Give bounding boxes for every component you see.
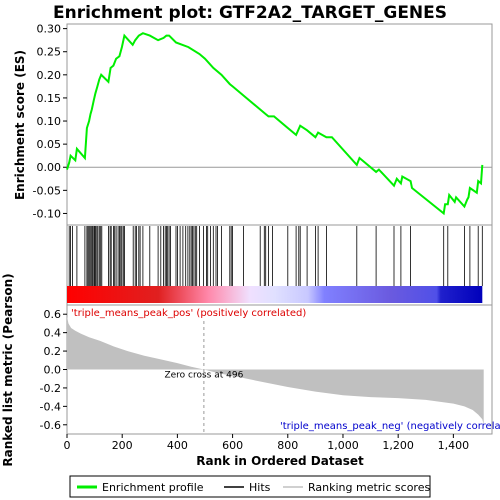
hit-markers	[68, 226, 483, 286]
es-y-tick-label: 0.30	[37, 23, 62, 36]
enrichment-panel: -0.10 -0.05 0.00 0.05 0.10 0.15 0.20 0.25 0.30 E…	[13, 23, 493, 226]
metric-y-tick-label: -0.4	[40, 400, 61, 413]
metric-x-tick-label: 200	[112, 439, 133, 452]
legend-label-metric: Ranking metric scores	[308, 481, 430, 494]
positive-correlation-label: 'triple_means_peak_pos' (positively corr…	[71, 308, 306, 319]
metric-x-tick-label: 600	[222, 439, 243, 452]
metric-x-tick-label: 1,400	[438, 439, 470, 452]
enrichment-plot-area	[66, 23, 493, 226]
legend-label-enrichment: Enrichment profile	[102, 481, 204, 494]
legend-label-hits: Hits	[249, 481, 271, 494]
metric-y-tick-label: -0.6	[40, 419, 61, 432]
hits-panel	[66, 224, 493, 306]
metric-y-axis: -0.6 -0.4 -0.2 0.0 0.2 0.4 0.6	[40, 308, 67, 432]
es-y-tick-label: 0.25	[37, 46, 62, 59]
metric-y-axis-title: Ranked list metric (Pearson)	[1, 273, 15, 466]
ranked-heat-bar	[67, 286, 483, 303]
negative-correlation-label: 'triple_means_peak_neg' (negatively corr…	[280, 421, 500, 432]
enrichment-profile-line	[66, 32, 484, 216]
es-y-tick-label: 0.15	[37, 92, 62, 105]
metric-y-tick-label: 0.2	[44, 345, 62, 358]
chart-title: Enrichment plot: GTF2A2_TARGET_GENES	[53, 3, 447, 23]
es-y-tick-label: 0.10	[37, 115, 62, 128]
metric-x-tick-label: 1,000	[327, 439, 359, 452]
es-y-tick-label: 0.20	[37, 69, 62, 82]
metric-x-tick-label: 400	[167, 439, 188, 452]
metric-panel: Zero cross at 496 'triple_means_peak_pos…	[1, 273, 500, 468]
es-y-tick-label: -0.05	[33, 184, 61, 197]
metric-x-tick-label: 800	[277, 439, 298, 452]
metric-y-tick-label: 0.6	[44, 308, 62, 321]
ranking-metric-area	[67, 316, 484, 425]
metric-x-tick-label: 1,200	[382, 439, 414, 452]
metric-y-tick-label: -0.2	[40, 382, 61, 395]
es-y-axis-title: Enrichment score (ES)	[13, 50, 27, 200]
metric-y-tick-label: 0.0	[44, 364, 62, 377]
metric-x-axis: 0 200 400 600 800 1,000 1,200 1,400	[64, 434, 470, 452]
legend: Enrichment profile Hits Ranking metric s…	[69, 475, 431, 498]
legend-box	[69, 475, 431, 498]
metric-x-tick-label: 0	[64, 439, 71, 452]
metric-y-tick-label: 0.4	[44, 327, 62, 340]
es-y-tick-label: 0.05	[37, 138, 62, 151]
metric-x-axis-title: Rank in Ordered Dataset	[196, 454, 364, 468]
es-y-tick-label: -0.10	[33, 207, 61, 220]
es-y-tick-label: 0.00	[37, 161, 62, 174]
zero-cross-label: Zero cross at 496	[164, 371, 243, 381]
es-y-axis: -0.10 -0.05 0.00 0.05 0.10 0.15 0.20 0.25 0.30	[33, 23, 67, 220]
